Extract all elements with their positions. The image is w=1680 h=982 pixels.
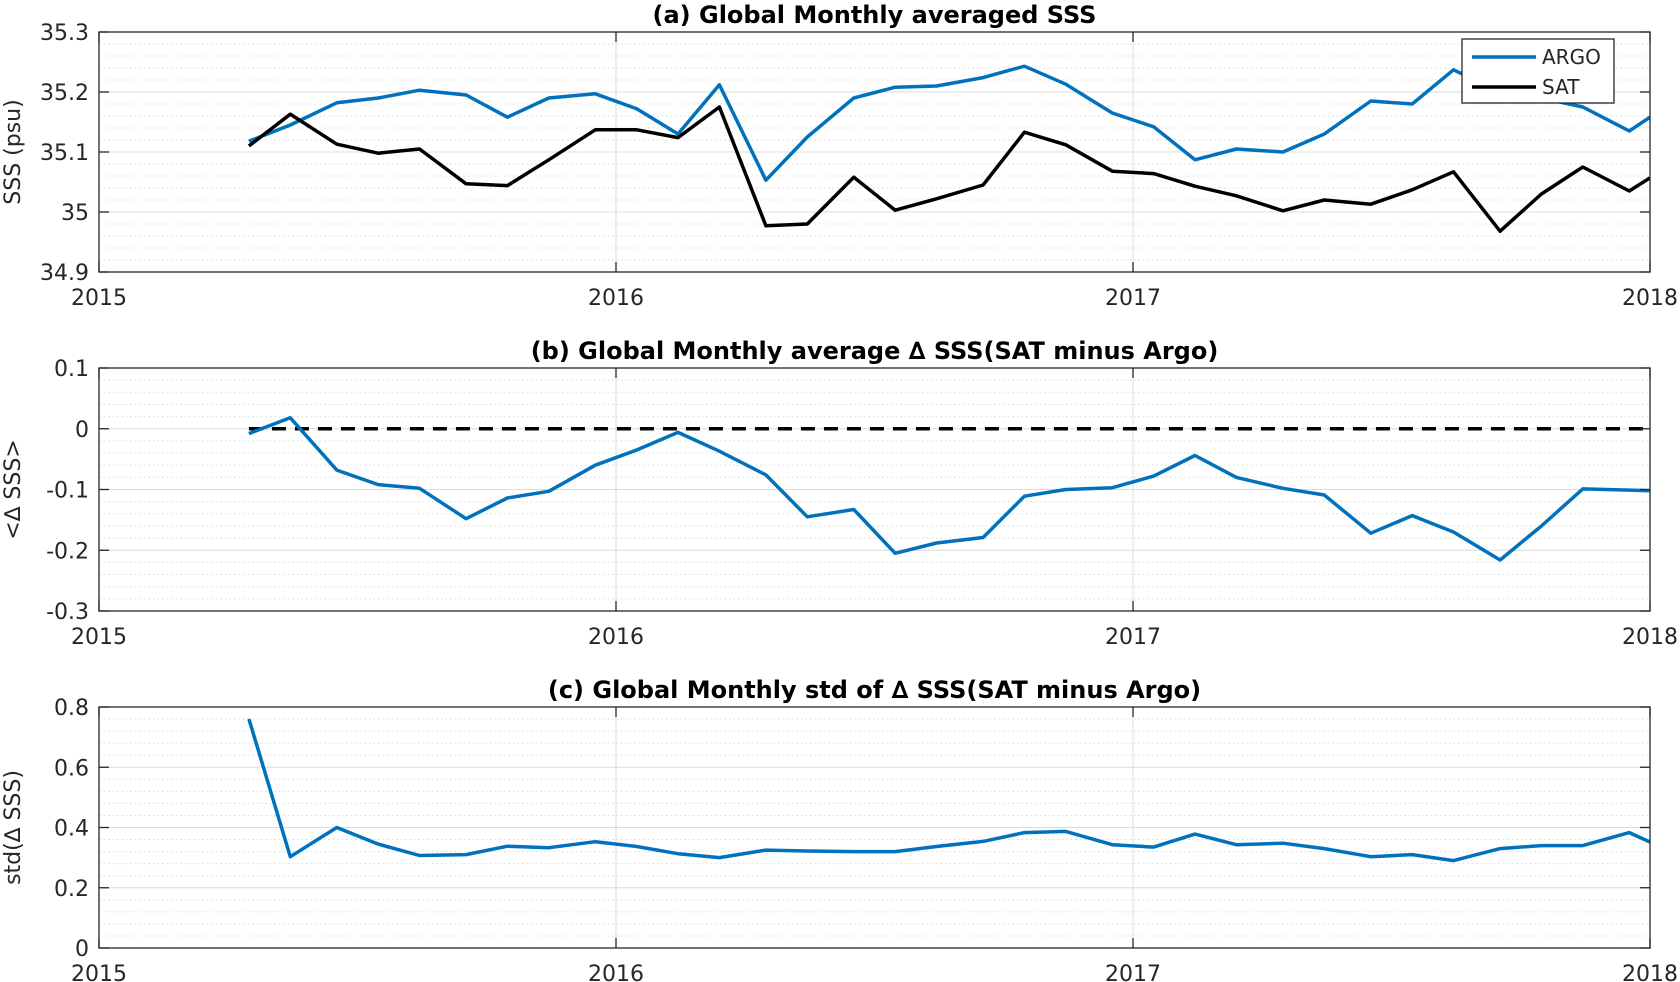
y-tick-label: 0	[75, 418, 89, 443]
y-tick-label: 0.4	[54, 817, 89, 842]
legend-label-argo: ARGO	[1542, 45, 1601, 69]
legend-label-sat: SAT	[1542, 75, 1580, 99]
y-axis-label: <∆ SSS>	[1, 439, 26, 539]
series-line-argo	[248, 64, 1650, 182]
y-tick-label: 34.9	[40, 261, 89, 286]
x-tick-label: 2018	[1622, 962, 1678, 982]
chart-title: (c) Global Monthly std of ∆ SSS(SAT minu…	[548, 676, 1201, 704]
legend: ARGO SAT	[1461, 38, 1615, 104]
series-line-delta-sss	[247, 718, 1650, 863]
y-axis-label: SSS (psu)	[1, 99, 26, 204]
x-tick-label: 2015	[71, 625, 127, 650]
chart-title: (b) Global Monthly average ∆ SSS(SAT min…	[531, 337, 1219, 365]
y-tick-label: 0	[75, 937, 89, 962]
y-axis-label: std(∆ SSS)	[1, 770, 26, 885]
x-tick-label: 2018	[1622, 625, 1678, 650]
x-tick-label: 2016	[588, 625, 644, 650]
x-tick-label: 2017	[1105, 962, 1161, 982]
chart-title: (a) Global Monthly averaged SSS	[653, 1, 1097, 29]
panel-3: 0 0.2 0.4 0.6 0.8 2015 2016 2017 2018 (c) Global …	[1, 676, 1678, 982]
y-tick-label: 35.2	[40, 81, 89, 106]
y-tick-label: 0.1	[54, 357, 89, 382]
series-line-sat	[247, 105, 1650, 233]
y-tick-label: 35.3	[40, 21, 89, 46]
x-tick-label: 2016	[588, 286, 644, 311]
y-tick-label: -0.2	[46, 539, 89, 564]
y-tick-label: -0.3	[46, 600, 89, 625]
y-tick-label: -0.1	[46, 479, 89, 504]
y-tick-label: 0.2	[54, 877, 89, 902]
x-tick-label: 2018	[1622, 286, 1678, 311]
panel-1: 34.9 35 35.1 35.2 35.3 2015 2016 2017 2018 (a) Gl…	[1, 1, 1678, 311]
y-tick-label: 35.1	[40, 141, 89, 166]
x-tick-label: 2015	[71, 286, 127, 311]
legend-box	[1461, 38, 1615, 104]
x-tick-label: 2015	[71, 962, 127, 982]
y-tick-label: 0.8	[54, 696, 89, 721]
y-tick-label: 0.6	[54, 756, 89, 781]
x-tick-label: 2017	[1105, 625, 1161, 650]
x-tick-label: 2017	[1105, 286, 1161, 311]
x-tick-label: 2016	[588, 962, 644, 982]
panel-2: -0.3 -0.2 -0.1 0 0.1 2015 2016 2017 2018 (b) Glob…	[1, 337, 1678, 650]
y-tick-label: 35	[61, 201, 89, 226]
series-line-delta-sss	[248, 416, 1650, 562]
